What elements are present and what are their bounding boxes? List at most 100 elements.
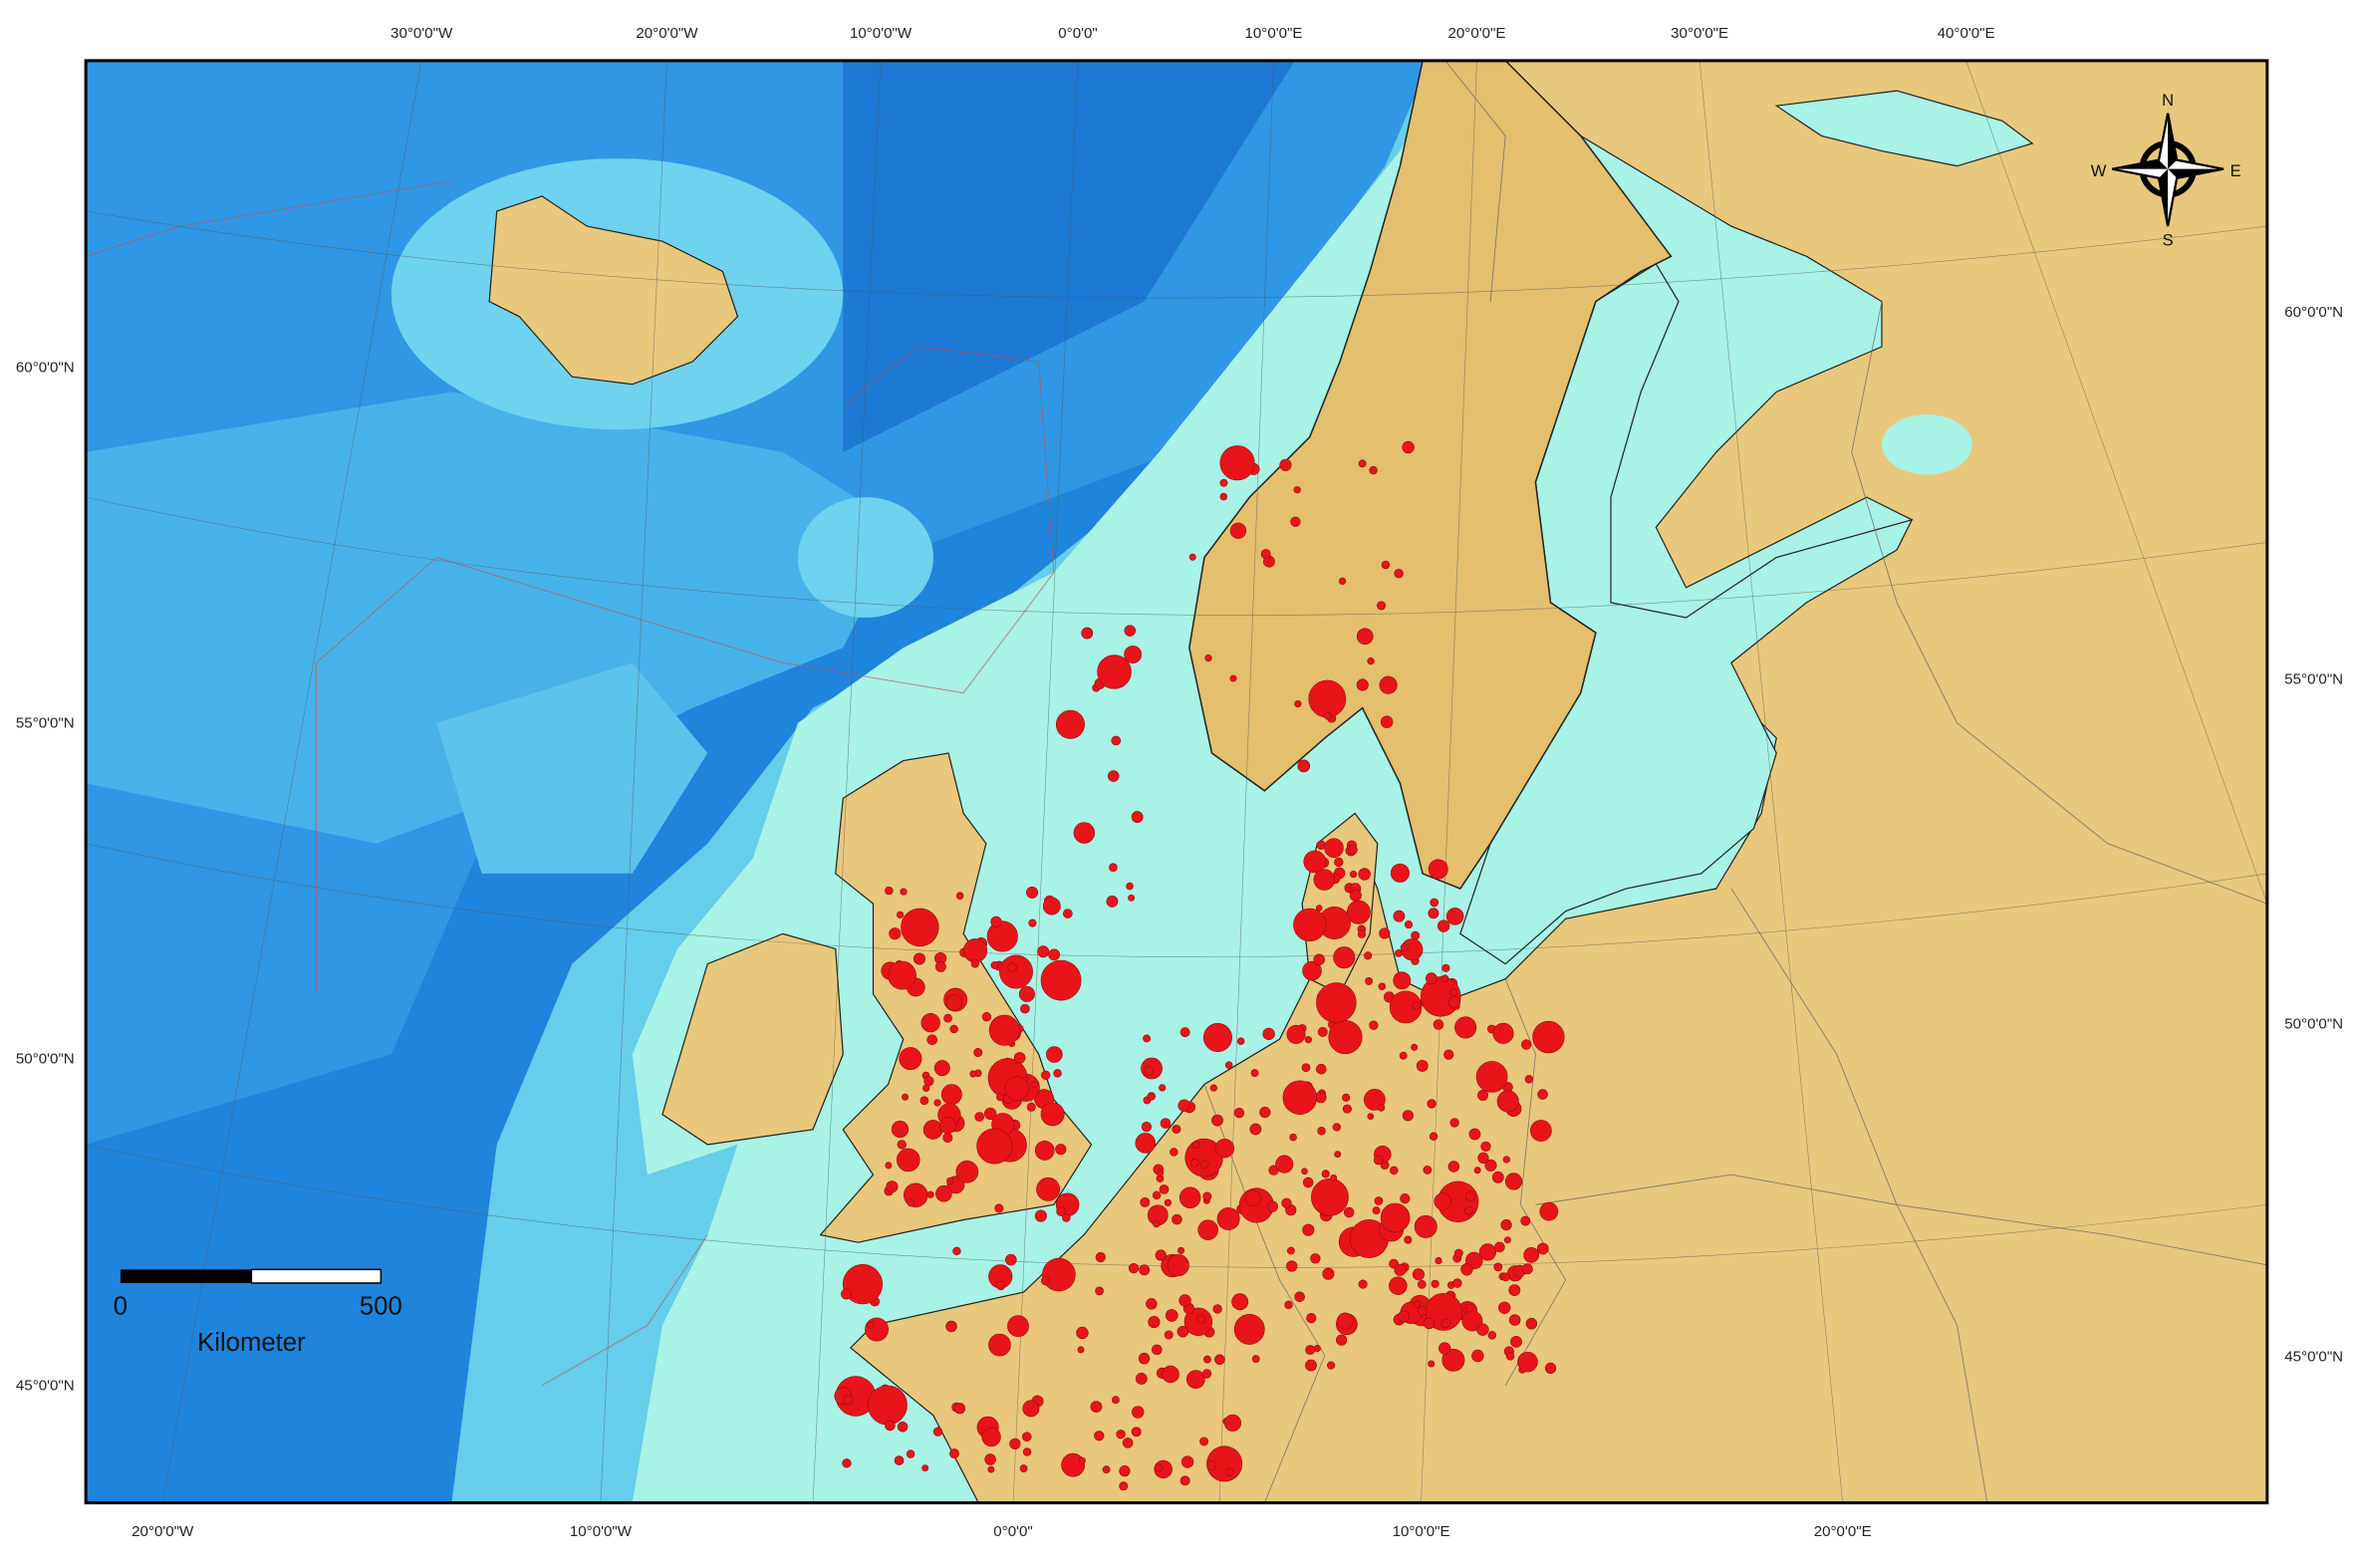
meridian: [161, 60, 422, 1503]
site: [1178, 1294, 1191, 1307]
site: [1055, 709, 1085, 739]
site: [1081, 627, 1094, 640]
site: [1286, 1260, 1298, 1272]
site: [1471, 1349, 1484, 1363]
site: [1389, 1276, 1408, 1295]
site: [1007, 1315, 1029, 1338]
map-body: [86, 60, 2267, 1503]
site: [1055, 1144, 1067, 1156]
site: [1262, 1027, 1275, 1041]
site: [1323, 711, 1332, 720]
compass-e: E: [2230, 161, 2241, 180]
site: [1465, 1190, 1476, 1201]
site: [1445, 908, 1464, 925]
site: [1185, 1370, 1205, 1389]
site: [990, 915, 1002, 927]
eez-line: [541, 1234, 708, 1387]
site: [1301, 1063, 1311, 1073]
site: [1131, 1427, 1142, 1437]
site: [1393, 910, 1406, 922]
site: [1203, 1355, 1211, 1364]
site: [1427, 1099, 1437, 1109]
site: [1437, 919, 1450, 932]
site: [1167, 1254, 1189, 1277]
site: [1393, 971, 1412, 990]
site: [1138, 1352, 1151, 1365]
site: [896, 1148, 920, 1173]
site: [1372, 1206, 1381, 1215]
site: [1259, 1106, 1271, 1119]
site: [1102, 1465, 1111, 1474]
site: [1539, 1201, 1559, 1221]
site: [981, 1011, 992, 1022]
border: [1851, 301, 2267, 905]
site: [867, 1385, 908, 1426]
site: [1398, 1310, 1411, 1323]
site: [1487, 1331, 1497, 1340]
site: [1013, 1052, 1026, 1064]
site: [1062, 909, 1073, 918]
site: [889, 927, 902, 940]
site: [1377, 1104, 1386, 1112]
site: [1042, 897, 1061, 915]
site: [1302, 1223, 1315, 1236]
graticule-label: 30°0'0"E: [1671, 25, 1728, 42]
site: [1294, 1291, 1305, 1303]
site: [1468, 1128, 1481, 1141]
site: [1040, 1102, 1065, 1127]
site: [1417, 1279, 1427, 1289]
site: [1491, 1171, 1504, 1183]
site: [962, 938, 988, 963]
site: [1140, 1196, 1151, 1207]
site: [1201, 1369, 1212, 1379]
site: [1109, 863, 1118, 873]
site: [1447, 996, 1460, 1009]
site: [1342, 1104, 1352, 1114]
site: [1128, 894, 1136, 902]
site: [949, 1448, 959, 1459]
site: [1233, 1107, 1245, 1119]
site: [1020, 1003, 1030, 1014]
site: [1199, 1437, 1209, 1446]
meridian: [1012, 60, 1079, 1503]
site: [1438, 1342, 1451, 1355]
site: [1135, 1373, 1148, 1385]
meridian: [812, 60, 882, 1503]
site: [1343, 1206, 1355, 1218]
site: [1308, 679, 1347, 718]
site: [1224, 1061, 1233, 1069]
site: [1022, 1400, 1040, 1418]
iceland: [488, 195, 739, 386]
site: [1112, 1396, 1120, 1405]
site: [1196, 1314, 1206, 1324]
site: [1475, 1061, 1508, 1093]
site: [1373, 1155, 1384, 1166]
site: [981, 1427, 1001, 1447]
site: [1229, 674, 1237, 682]
border: [1203, 1084, 1326, 1503]
site: [940, 1084, 962, 1106]
eez-line: [86, 180, 452, 257]
site: [1197, 1219, 1218, 1240]
site: [921, 1464, 929, 1472]
site: [1412, 1268, 1425, 1281]
site: [1152, 1190, 1162, 1200]
site: [1146, 1298, 1158, 1310]
rockall-bank: [436, 662, 708, 874]
site: [1303, 850, 1327, 874]
site: [1034, 1141, 1055, 1161]
site: [1433, 1019, 1444, 1030]
site: [885, 1420, 896, 1432]
site: [1494, 1241, 1505, 1253]
site: [906, 1449, 915, 1458]
site: [1041, 1070, 1051, 1081]
site: [1287, 1246, 1295, 1255]
site: [1231, 1293, 1249, 1311]
site: [1321, 1170, 1330, 1178]
site: [1521, 1039, 1532, 1050]
site: [1284, 1300, 1293, 1310]
site: [988, 1333, 1011, 1357]
site: [1206, 1460, 1217, 1471]
site: [1498, 1301, 1511, 1314]
